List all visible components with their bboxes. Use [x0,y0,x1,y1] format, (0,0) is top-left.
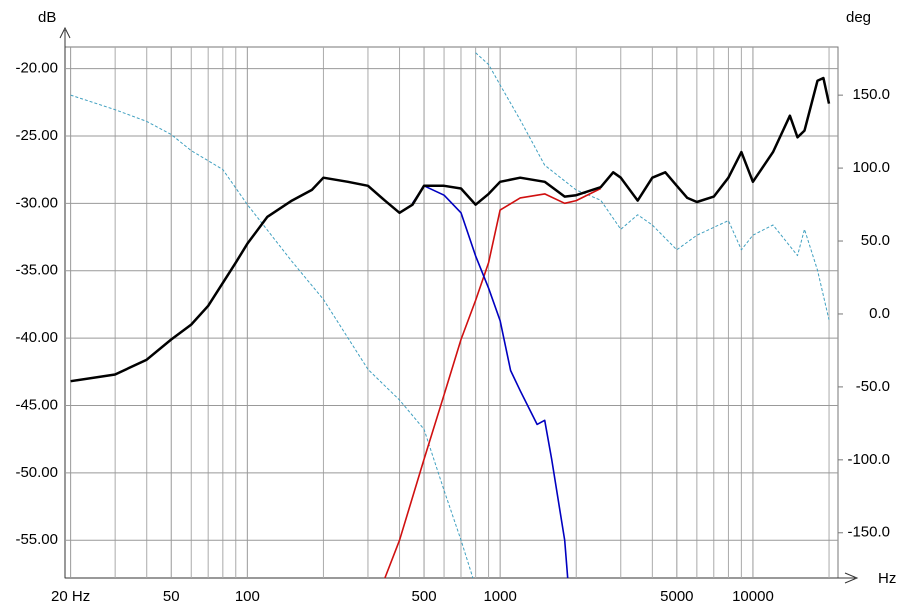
y2-tick-label: 150.0 [852,86,890,103]
y2-tick-label: -150.0 [847,524,890,541]
y-tick-label: -45.00 [15,396,58,413]
x-tick-label: 20 Hz [51,588,90,605]
y-tick-label: -50.00 [15,464,58,481]
x-tick-label: 100 [235,588,260,605]
series-line [411,185,569,579]
series-line [70,52,830,579]
plot-area [64,46,839,579]
y2-tick-label: -100.0 [847,451,890,468]
y2-tick-label: 0.0 [869,305,890,322]
y-tick-label: -30.00 [15,194,58,211]
y-axis-title: dB [38,9,56,26]
y-tick-label: -55.00 [15,531,58,548]
x-tick-label: 50 [163,588,180,605]
series-line [70,76,831,383]
x-tick-label: 1000 [483,588,516,605]
x-tick-label: 5000 [660,588,693,605]
y-tick-label: -20.00 [15,60,58,77]
y-tick-label: -25.00 [15,127,58,144]
x-tick-label: 500 [412,588,437,605]
y-axis-arrow [59,26,71,39]
x-axis-arrow [844,572,859,584]
y2-axis-title: deg [846,9,871,26]
x-tick-label: 10000 [732,588,774,605]
x-axis-title: Hz [878,570,896,587]
series-line [384,187,602,579]
y2-tick-label: -50.0 [856,378,890,395]
y-tick-label: -40.00 [15,329,58,346]
y-tick-label: -35.00 [15,262,58,279]
y2-tick-label: 50.0 [861,232,890,249]
y2-tick-label: 100.0 [852,159,890,176]
